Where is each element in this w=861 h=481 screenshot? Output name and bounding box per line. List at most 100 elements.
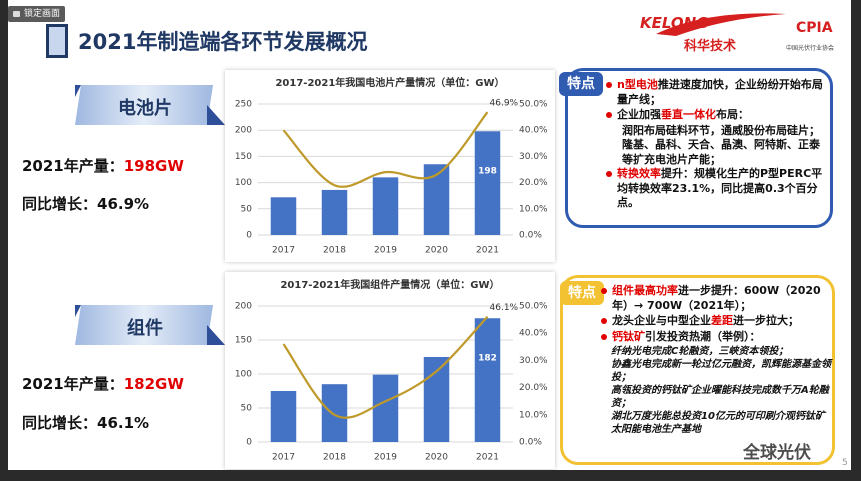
logo-kelong-cn: 科华技术 (684, 38, 736, 54)
bar (321, 384, 348, 442)
y2-tick-label: 40.0% (519, 126, 548, 136)
y2-tick-label: 0.0% (519, 438, 542, 448)
line-label: 46.9% (490, 99, 519, 109)
banner-text: 电池片 (118, 98, 172, 119)
bar-label: 198 (478, 167, 497, 177)
x-tick-label: 2018 (323, 453, 346, 463)
output-value: 182GW (123, 375, 184, 393)
bar (372, 374, 399, 442)
feature-highlight: 组件最高功率 (612, 284, 678, 297)
banner-tail (207, 325, 225, 345)
page-number: 5 (842, 458, 848, 468)
output-stat: 2021年产量：198GW (22, 155, 184, 176)
feature-item: 钙钛矿引发投资热潮（举例）： (601, 330, 833, 345)
feature-text: 提升：规模化生产的P型PERC平均转换效率23.1%，同比提高0.3个百分点。 (617, 167, 823, 209)
y-tick-label: 150 (235, 336, 252, 346)
output-value: 198GW (123, 157, 184, 175)
banner-head (75, 85, 81, 97)
chart-box: 2017-2021年我国组件产量情况（单位：GW） 0 50 100 150 200 0.0… (225, 272, 555, 469)
logos: KELONG 科华技术 CPIA 中国光伏行业协会 (640, 13, 834, 54)
y2-tick-label: 10.0% (519, 204, 548, 214)
y-tick-label: 250 (235, 100, 252, 110)
x-tick-label: 2017 (272, 246, 295, 256)
bar-label: 182 (478, 354, 497, 364)
feature-sub: 纤纳光电完成C轮融资，三峡资本领投； (611, 346, 789, 357)
banner-shape (75, 305, 225, 345)
features-tag: 特点 (560, 281, 604, 305)
logo-cpia: CPIA (796, 20, 833, 36)
y-tick-label: 0 (246, 438, 252, 448)
growth-stat: 同比增长：46.1% (22, 414, 150, 432)
banner-tail (207, 105, 225, 125)
bar (270, 197, 297, 235)
y-tick-label: 50 (241, 204, 253, 214)
line (282, 315, 489, 419)
feature-item: n型电池推进速度加快，企业纷纷开始布局量产线； (606, 78, 828, 107)
lock-screen-button[interactable]: 锁定画面 (8, 6, 66, 22)
bullet (601, 333, 607, 340)
feature-sub: 湖北万度光能总投资10亿元的可印刷介观钙钛矿太阳能电池生产基地 (611, 411, 825, 435)
x-tick-label: 2020 (425, 246, 448, 256)
y2-tick-label: 20.0% (519, 383, 548, 393)
y-tick-label: 50 (241, 404, 253, 414)
bar (474, 131, 501, 235)
slide: 2021年制造端各环节发展概况 KELONG 科华技术 CPIA 中国光伏行业协… (8, 0, 851, 470)
slide-title: 2021年制造端各环节发展概况 (78, 30, 368, 54)
bar (423, 164, 450, 235)
banner-text: 组件 (127, 318, 163, 339)
y2-tick-label: 30.0% (519, 152, 548, 162)
features-tag: 特点 (559, 72, 603, 96)
features-box (560, 275, 835, 465)
y-tick-label: 200 (235, 302, 252, 312)
feature-highlight: n型电池 (617, 78, 658, 91)
x-tick-label: 2021 (476, 246, 499, 256)
y2-tick-label: 0.0% (519, 231, 542, 241)
feature-item: 龙头企业与中型企业差距进一步拉大； (601, 314, 833, 329)
banner-body (75, 305, 213, 345)
x-tick-label: 2017 (272, 453, 295, 463)
chart-box: 2017-2021年我国电池片产量情况（单位：GW） 0 50 100 150 200 25… (225, 70, 555, 262)
x-tick-label: 2018 (323, 246, 346, 256)
output-label: 2021年产量： (22, 375, 124, 393)
y-tick-label: 100 (235, 178, 252, 188)
feature-text: 进一步拉大； (733, 314, 799, 327)
chart: 2017-2021年我国组件产量情况（单位：GW） 0 50 100 150 200 0.0… (235, 278, 548, 463)
feature-text: 布局： (716, 108, 749, 121)
bullet (606, 112, 612, 118)
output-stat: 2021年产量：182GW (22, 373, 184, 394)
x-tick-label: 2019 (374, 453, 397, 463)
bullet (601, 288, 607, 294)
section-banner: 电池片 (75, 85, 225, 125)
feature-highlight: 转换效率 (617, 167, 661, 180)
x-tick-label: 2021 (476, 453, 499, 463)
line (282, 111, 489, 188)
bullet (601, 318, 607, 324)
y2-tick-label: 50.0% (519, 100, 548, 110)
bar (321, 189, 348, 235)
chart-title: 2017-2021年我国电池片产量情况（单位：GW） (275, 76, 504, 89)
feature-text: 企业加强 (617, 108, 661, 121)
feature-item: 转换效率提升：规模化生产的P型PERC平均转换效率23.1%，同比提高0.3个百… (606, 167, 828, 211)
y-tick-label: 100 (235, 370, 252, 380)
y2-tick-label: 30.0% (519, 356, 548, 366)
feature-sub: 润阳布局硅料环节，通威股份布局硅片；隆基、晶科、天合、晶澳、阿特斯、正泰等扩充电… (622, 123, 820, 166)
chart: 2017-2021年我国电池片产量情况（单位：GW） 0 50 100 150 200 25… (235, 76, 548, 256)
y-tick-label: 0 (246, 231, 252, 241)
y-tick-label: 200 (235, 126, 252, 136)
bullet (606, 82, 612, 88)
feature-text: 进一步提升：600W（2020年）→ 700W（2021年）； (612, 284, 821, 312)
growth-stat: 同比增长：46.9% (22, 195, 150, 213)
chart-title: 2017-2021年我国组件产量情况（单位：GW） (280, 278, 499, 291)
y2-tick-label: 10.0% (519, 410, 548, 420)
x-tick-label: 2019 (374, 246, 397, 256)
bar (270, 391, 297, 442)
features-list: 组件最高功率进一步提升：600W（2020年）→ 700W（2021年）； 龙头企… (601, 284, 833, 436)
logo-kelong: KELONG (640, 14, 709, 32)
feature-text: 龙头企业与中型企业 (612, 314, 711, 327)
header-icon (46, 24, 68, 58)
x-tick-label: 2020 (425, 453, 448, 463)
feature-item: 组件最高功率进一步提升：600W（2020年）→ 700W（2021年）； (601, 284, 833, 313)
banner-shape (75, 85, 225, 125)
section-banner: 组件 (75, 305, 225, 345)
